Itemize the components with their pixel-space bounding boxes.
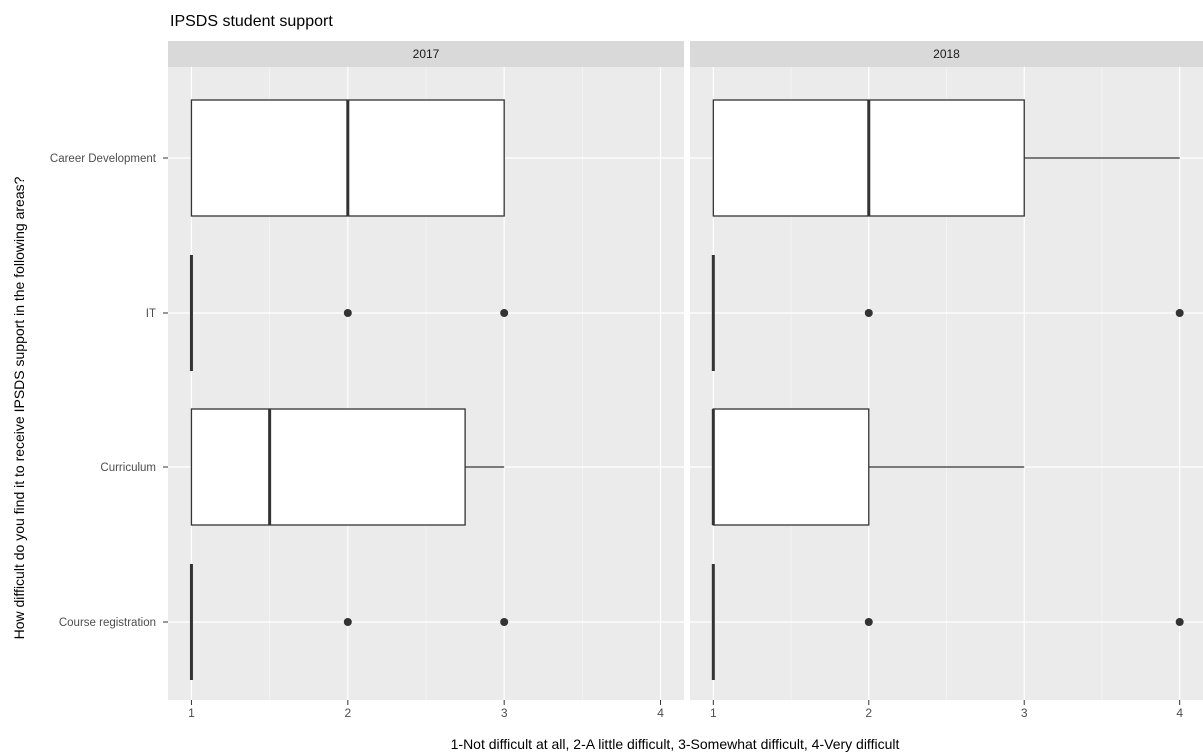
- y-tick-label: Curriculum: [100, 462, 156, 474]
- outlier-point: [1175, 309, 1184, 317]
- box-it: [189, 255, 509, 371]
- x-tick-label: 2: [865, 706, 872, 720]
- y-tick-label: Career Development: [50, 153, 157, 165]
- x-tick-label: 4: [657, 706, 664, 720]
- box-curriculum: [711, 408, 1025, 526]
- x-tick-label: 3: [1021, 706, 1028, 720]
- outlier-point: [864, 309, 873, 317]
- box-career-development: [712, 99, 1180, 217]
- x-axis-title: 1-Not difficult at all, 2-A little diffi…: [451, 736, 900, 752]
- box-course-registration: [711, 564, 1184, 680]
- outlier-point: [343, 309, 352, 317]
- box-body: [712, 408, 870, 526]
- box-career-development: [190, 99, 505, 217]
- box-course-registration: [189, 564, 509, 680]
- box-it: [711, 255, 1184, 371]
- x-tick-label: 2: [344, 706, 351, 720]
- facet-strip-label: 2018: [933, 47, 960, 61]
- x-tick-label: 3: [501, 706, 508, 720]
- outlier-point: [1175, 618, 1184, 626]
- facet-strip: [168, 41, 684, 67]
- facet-panels: Career Development IT Curriculum Course reg…: [50, 41, 1203, 720]
- outlier-point: [500, 618, 509, 626]
- facet-panel-2017: 2017 1 2 3 4: [168, 41, 684, 720]
- facet-strip: [690, 41, 1203, 67]
- x-tick-label: 1: [188, 706, 195, 720]
- y-tick-label: IT: [146, 308, 156, 320]
- box-curriculum: [190, 408, 505, 526]
- outlier-point: [864, 618, 873, 626]
- facet-strip-label: 2017: [413, 47, 440, 61]
- facet-panel-2018: 2018 1 2 3 4: [690, 41, 1203, 720]
- box-body: [190, 408, 466, 526]
- x-tick-label: 4: [1176, 706, 1183, 720]
- outlier-point: [343, 618, 352, 626]
- outlier-point: [500, 309, 509, 317]
- y-tick-label: Course registration: [59, 617, 156, 629]
- x-tick-label: 1: [710, 706, 717, 720]
- y-axis-title: How difficult do you find it to receive …: [11, 176, 27, 639]
- chart-title: IPSDS student support: [170, 13, 333, 30]
